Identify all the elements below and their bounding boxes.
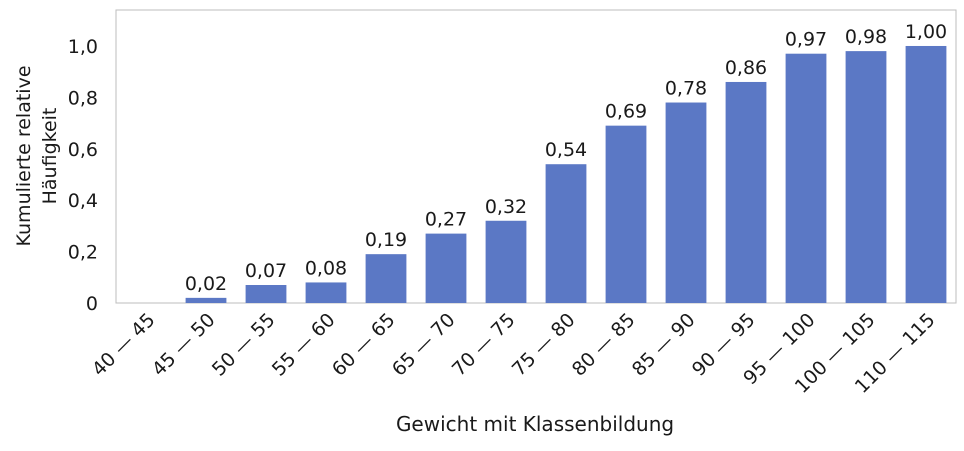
bar-value-label: 0,97 [785,29,827,51]
bar-value-label: 0,32 [485,196,527,218]
bar [725,81,767,304]
bar [305,282,347,303]
bar [485,220,527,303]
bar-value-label: 0,98 [845,26,887,48]
bar [425,233,467,303]
x-tick-label: 60 — 65 [328,309,400,381]
bar-value-label: 0,69 [605,101,647,123]
y-tick-label: 0,2 [68,242,98,264]
y-axis-ticks: 0 0,2 0,4 0,6 0,8 1,0 [68,36,98,315]
bar [785,53,827,304]
bar [185,297,227,303]
data-labels: 0,02 0,07 0,08 0,19 0,27 0,32 0,54 0,69 0,78 0,86… [185,21,947,295]
x-tick-label: 65 — 70 [388,309,460,381]
bar-value-label: 0,86 [725,57,767,79]
x-tick-label: 70 — 75 [448,309,520,381]
y-tick-label: 0 [86,293,98,315]
bar-value-label: 0,19 [365,229,407,251]
bar-value-label: 0,07 [245,260,287,282]
bar [845,51,887,304]
x-axis-title: Gewicht mit Klassenbildung [396,412,674,436]
bar-value-label: 0,54 [545,139,587,161]
bar-value-label: 0,08 [305,257,347,279]
bars [185,45,947,304]
bar [245,285,287,303]
bar-value-label: 0,02 [185,273,227,295]
bar [605,125,647,303]
bar-value-label: 0,27 [425,209,467,231]
y-tick-label: 1,0 [68,36,98,58]
y-axis-title: Kumulierte relative Häufigkeit [13,65,61,246]
x-tick-label: 50 — 55 [208,309,280,381]
bar [905,45,947,304]
y-axis-title-line: Häufigkeit [39,108,61,205]
y-axis-title-line: Kumulierte relative [13,65,35,246]
bar [665,102,707,304]
bar [545,164,587,303]
x-tick-label: 85 — 90 [628,309,700,381]
x-tick-label: 45 — 50 [148,309,220,381]
bar-value-label: 0,78 [665,78,707,100]
x-tick-label: 40 — 45 [88,309,160,381]
x-tick-label: 55 — 60 [268,309,340,381]
y-tick-label: 0,8 [68,87,98,109]
y-tick-label: 0,6 [68,139,98,161]
plot-area-frame [115,9,957,304]
y-tick-label: 0,4 [68,190,98,212]
x-tick-label: 75 — 80 [508,309,580,381]
bar [365,254,407,303]
x-tick-label: 80 — 85 [568,309,640,381]
bar-value-label: 1,00 [905,21,947,43]
